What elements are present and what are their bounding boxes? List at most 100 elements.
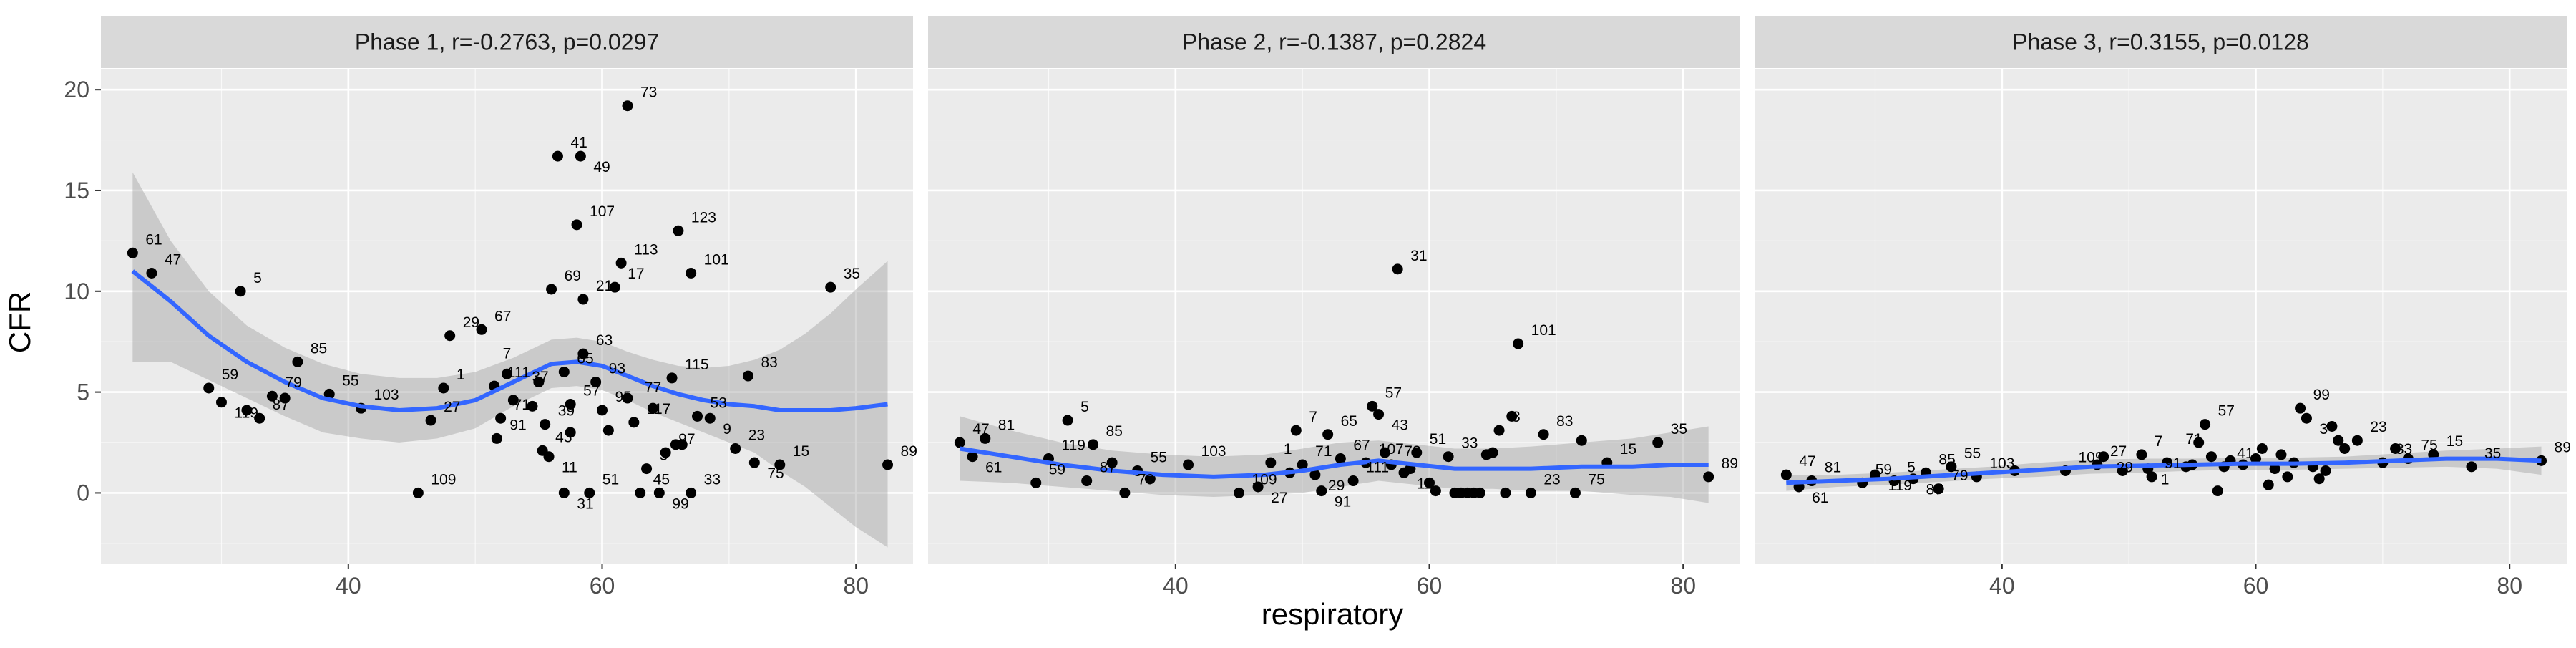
data-point [1081, 475, 1093, 487]
panel-background [1755, 69, 2567, 564]
data-point [1290, 425, 1302, 436]
data-point [266, 390, 278, 402]
data-point [203, 382, 215, 394]
point-label: 29 [463, 314, 479, 331]
panel-title: Phase 3, r=0.3155, p=0.0128 [2012, 29, 2309, 55]
data-point [2193, 437, 2205, 448]
point-label: 97 [678, 431, 695, 448]
point-label: 71 [514, 397, 530, 413]
point-label: 89 [2555, 439, 2571, 455]
point-label: 63 [596, 332, 613, 349]
point-label: 107 [1379, 441, 1404, 458]
data-point [1430, 485, 1441, 497]
data-point [673, 225, 684, 236]
data-point [641, 463, 653, 475]
data-point [552, 150, 563, 162]
point-label: 7 [2155, 433, 2163, 450]
point-label: 47 [165, 251, 181, 268]
data-point [628, 417, 640, 428]
point-label: 55 [1151, 449, 1167, 465]
point-label: 7 [503, 345, 512, 362]
point-label: 15 [2446, 433, 2463, 450]
data-point [1500, 487, 1511, 498]
x-tick-label: 80 [1670, 573, 1696, 599]
data-point [742, 370, 753, 382]
y-tick-label: 0 [77, 480, 89, 506]
data-point [1233, 487, 1244, 498]
x-tick-label: 60 [590, 573, 615, 599]
data-point [1088, 439, 1099, 450]
point-label: 113 [634, 241, 658, 258]
point-label: 123 [691, 209, 716, 226]
panel-strip [928, 16, 1740, 68]
data-point [254, 412, 265, 424]
y-axis-title: CFR [3, 291, 36, 353]
data-point [653, 487, 665, 498]
data-point [1379, 447, 1390, 458]
point-label: 51 [1430, 431, 1446, 448]
data-point [444, 330, 456, 342]
point-label: 119 [1061, 437, 1085, 454]
data-point [146, 267, 157, 279]
data-point [2263, 479, 2274, 490]
point-label: 89 [1722, 455, 1738, 472]
data-point [507, 395, 519, 406]
data-point [590, 377, 602, 388]
point-label: 55 [342, 372, 358, 389]
point-label: 69 [565, 268, 581, 284]
point-label: 59 [1875, 461, 1892, 478]
data-point [241, 405, 253, 416]
data-point [1506, 410, 1518, 422]
data-point [615, 257, 627, 269]
data-point [1106, 457, 1118, 468]
point-label: 89 [901, 443, 917, 460]
point-label: 67 [494, 308, 511, 324]
point-label: 47 [1799, 453, 1815, 470]
data-point [565, 427, 576, 438]
panel-background [928, 69, 1740, 564]
data-point [2146, 471, 2157, 483]
data-point [2351, 435, 2363, 446]
panel-title: Phase 2, r=-0.1387, p=0.2824 [1182, 29, 1486, 55]
data-point [292, 356, 303, 367]
point-label: 21 [596, 278, 613, 294]
point-label: 109 [431, 471, 456, 488]
data-point [577, 348, 589, 359]
data-point [527, 400, 538, 412]
point-label: 11 [1417, 475, 1433, 492]
point-label: 27 [444, 399, 460, 415]
point-label: 95 [615, 389, 632, 405]
panel-2: Phase 2, r=-0.1387, p=0.2824 47 61 81 59 119 5… [928, 16, 1740, 599]
data-point [1335, 453, 1346, 465]
data-point [1265, 457, 1277, 468]
data-point [2301, 412, 2312, 424]
data-point [730, 443, 741, 454]
data-point [1525, 487, 1536, 498]
point-label: 7 [1309, 409, 1317, 425]
data-point [2256, 443, 2268, 454]
data-point [2275, 449, 2287, 460]
data-point [1513, 338, 1524, 349]
data-point [235, 286, 246, 297]
point-label: 67 [1353, 437, 1370, 454]
data-point [2250, 453, 2262, 465]
point-label: 5 [253, 270, 262, 286]
data-point [584, 487, 595, 498]
data-point [575, 150, 586, 162]
panel-1: Phase 1, r=-0.2763, p=0.0297614759119587… [64, 16, 917, 599]
point-label: 3 [660, 448, 668, 464]
point-label: 79 [1951, 468, 1968, 484]
data-point [540, 419, 551, 430]
panel-background [101, 69, 913, 564]
x-tick-label: 60 [2243, 573, 2269, 599]
point-label: 45 [653, 471, 670, 488]
panel-title: Phase 1, r=-0.2763, p=0.0297 [355, 29, 659, 55]
data-point [558, 487, 570, 498]
data-point [1062, 415, 1073, 426]
point-label: 101 [1531, 322, 1556, 339]
point-label: 33 [704, 471, 721, 488]
data-point [825, 281, 836, 293]
x-tick-label: 40 [1989, 573, 2015, 599]
point-label: 27 [2110, 443, 2127, 460]
